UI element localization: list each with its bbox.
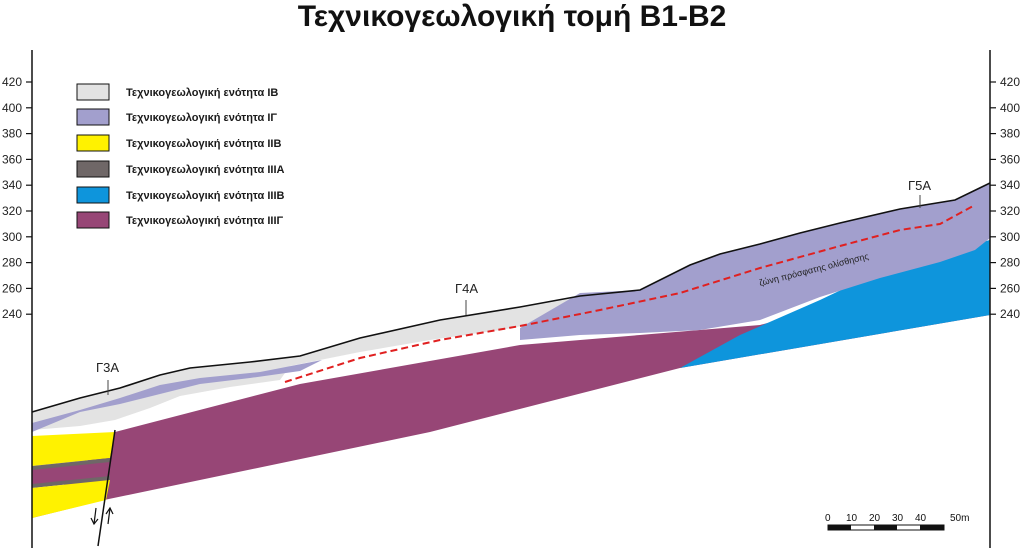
scale-bar: 0 10 20 30 40 50m (825, 513, 969, 531)
borehole-label-G5A: Γ5Α (908, 178, 931, 193)
right-tick-label-240: 240 (1000, 307, 1020, 321)
unit-IIIG-wedge (32, 462, 110, 484)
right-tick-label-340: 340 (1000, 178, 1020, 192)
right-tick-label-300: 300 (1000, 230, 1020, 244)
legend-label-IIIA: Τεχνικογεωλογική ενότητα ΙΙΙΑ (126, 164, 285, 176)
legend-label-IB: Τεχνικογεωλογική ενότητα ΙΒ (126, 87, 278, 99)
scale-label-50m: 50m (950, 513, 969, 524)
left-tick-label-400: 400 (2, 101, 22, 115)
scale-label-40: 40 (915, 513, 927, 524)
legend-swatch-IIIB (76, 186, 110, 204)
left-tick-label-240: 240 (2, 307, 22, 321)
left-tick-label-300: 300 (2, 230, 22, 244)
right-tick-label-360: 360 (1000, 152, 1020, 166)
right-tick-label-320: 320 (1000, 204, 1020, 218)
borehole-label-G3A: Γ3Α (96, 360, 119, 375)
right-tick-label-380: 380 (1000, 127, 1020, 141)
scale-label-10: 10 (846, 513, 858, 524)
right-tick-label-420: 420 (1000, 75, 1020, 89)
fault-arrows (90, 506, 114, 526)
left-tick-label-340: 340 (2, 178, 22, 192)
left-tick-label-320: 320 (2, 204, 22, 218)
legend-swatch-IG (76, 108, 110, 126)
legend-label-IIB: Τεχνικογεωλογική ενότητα ΙΙΒ (126, 138, 281, 150)
legend-swatch-IIB (76, 134, 110, 152)
right-tick-label-260: 260 (1000, 281, 1020, 295)
unit-IG (32, 360, 322, 432)
left-tick-label-260: 260 (2, 281, 22, 295)
ground-surface-line (31, 182, 991, 413)
legend-swatch-IIIA (76, 160, 110, 178)
legend-swatch-IB (76, 83, 110, 101)
left-tick-label-280: 280 (2, 256, 22, 270)
unit-IIB-lower (32, 480, 110, 518)
fault-line (97, 429, 116, 547)
right-tick-label-280: 280 (1000, 256, 1020, 270)
legend-label-IIIG: Τεχνικογεωλογική ενότητα ΙΙΙΓ (126, 215, 284, 227)
scale-label-0: 0 (825, 513, 831, 524)
legend-label-IIIB: Τεχνικογεωλογική ενότητα ΙΙΙΒ (126, 190, 285, 202)
legend: Τεχνικογεωλογική ενότητα ΙΒ Τεχνικογεωλο… (76, 83, 285, 229)
scale-label-30: 30 (892, 513, 904, 524)
left-tick-label-380: 380 (2, 127, 22, 141)
section-title: Τεχνικογεωλογική τομή Β1-Β2 (297, 0, 727, 33)
unit-IIIB (680, 240, 990, 368)
unit-IIB-upper (32, 432, 115, 466)
scale-label-20: 20 (869, 513, 881, 524)
borehole-label-G4A: Γ4Α (455, 281, 478, 296)
legend-label-IG: Τεχνικογεωλογική ενότητα ΙΓ (126, 112, 277, 124)
right-tick-label-400: 400 (1000, 101, 1020, 115)
unit-IB (32, 296, 580, 430)
borehole-markers (107, 195, 921, 395)
strata (32, 183, 990, 518)
legend-swatch-IIIG (76, 211, 110, 229)
slip-zone-line (284, 204, 976, 383)
unit-IG-upper (520, 183, 990, 340)
left-tick-label-360: 360 (2, 152, 22, 166)
elevation-ticks: 420 420 400 400 380 380 360 360 340 340 320 320 300 3… (2, 75, 1020, 321)
left-tick-label-420: 420 (2, 75, 22, 89)
unit-IIIG (32, 238, 990, 518)
